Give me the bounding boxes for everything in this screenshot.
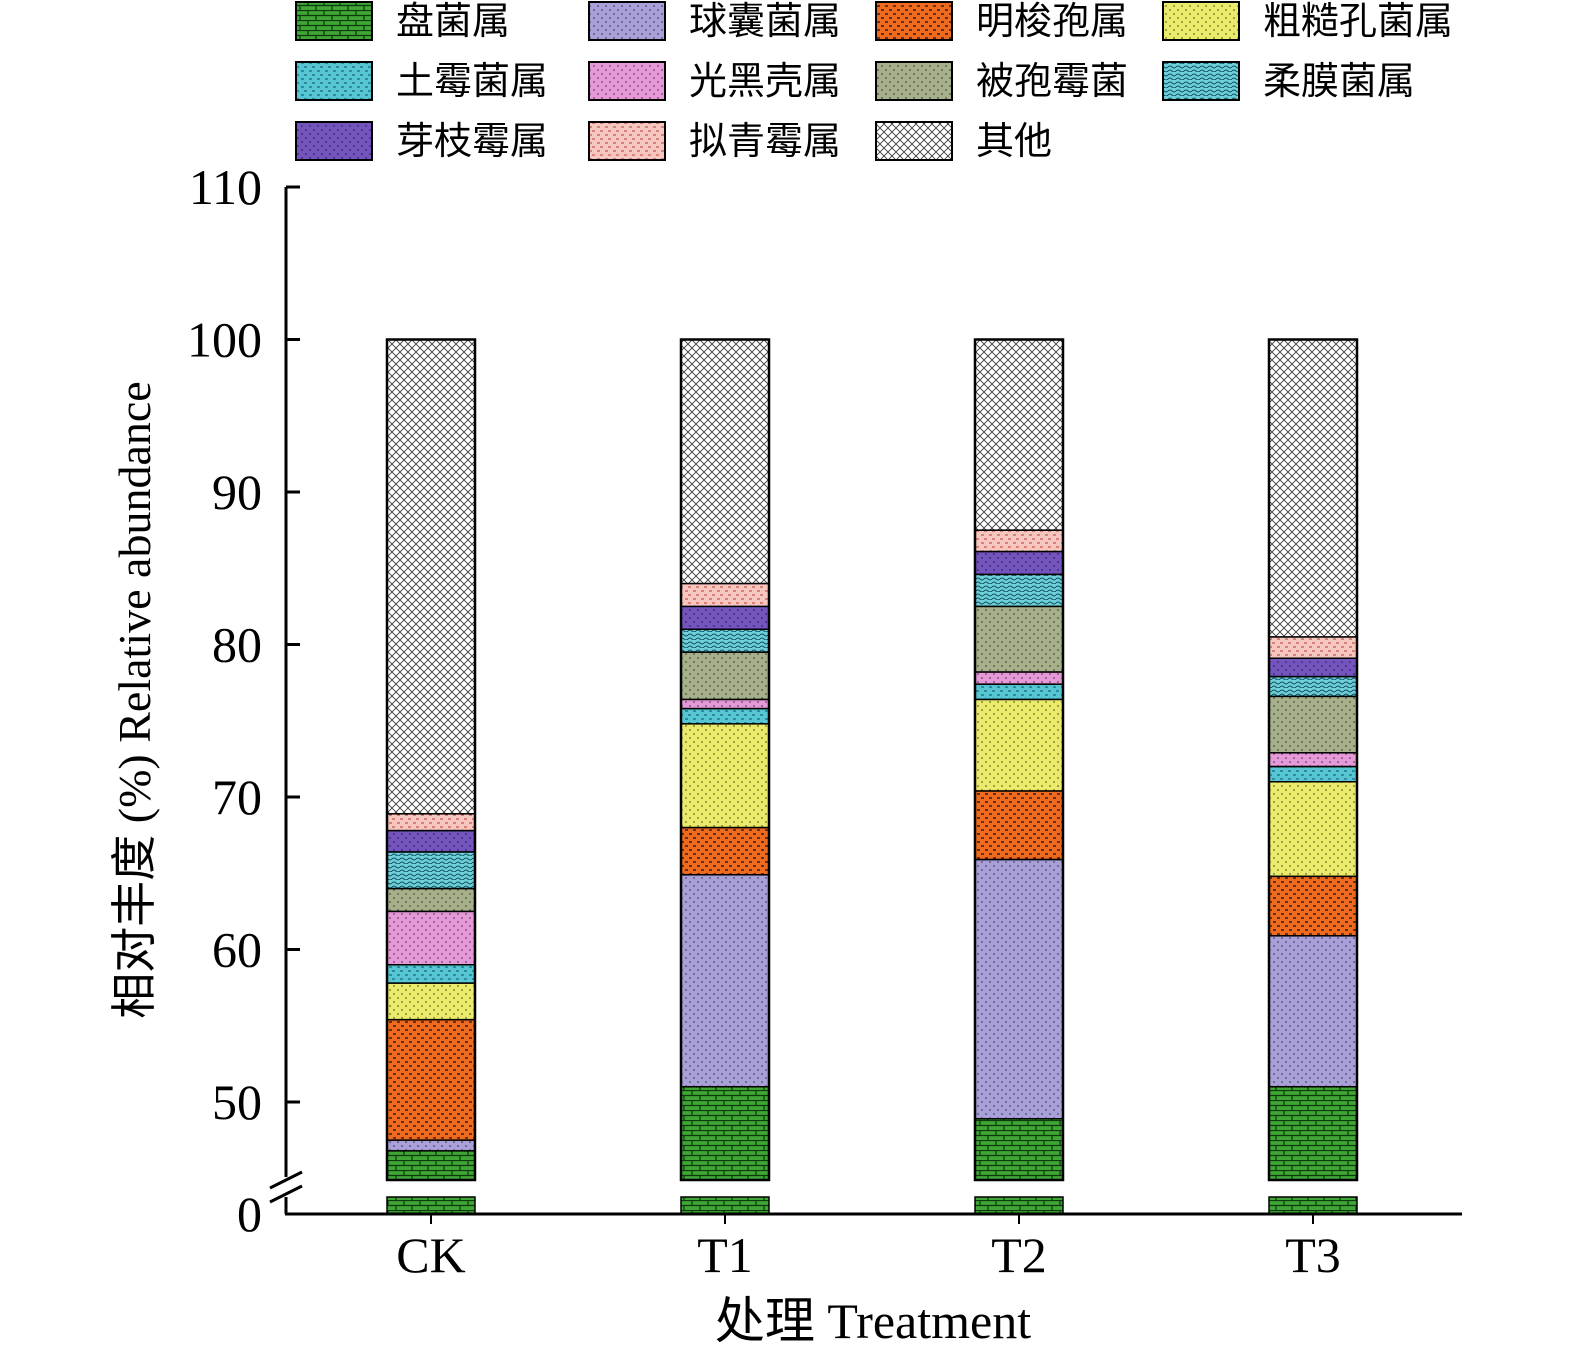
bar-segment-t1-s4 xyxy=(680,707,770,725)
bar-segment-t2-s3 xyxy=(974,698,1064,792)
bar-segment-t2-s4 xyxy=(974,683,1064,701)
bar-segment-t3-s9 xyxy=(1268,636,1358,659)
bar-segment-t2-s8 xyxy=(974,550,1064,576)
legend-label: 粗糙孔菌属 xyxy=(1263,1,1453,43)
bar-outline-t1 xyxy=(679,338,771,1182)
y-tick-label: 80 xyxy=(212,617,262,673)
legend-label: 盘菌属 xyxy=(396,1,510,43)
bar-segment-t1-s2 xyxy=(680,826,770,876)
bar-segment-t2-s5 xyxy=(974,671,1064,685)
legend-swatch xyxy=(1162,61,1240,101)
bar-segment-t2-s9 xyxy=(974,529,1064,553)
axis-break-mark xyxy=(269,1170,303,1190)
y-axis-label: 相对丰度 (%) Relative abundance xyxy=(109,381,160,1018)
y-tick-label: 50 xyxy=(212,1074,262,1130)
bar-segment-t3-s5 xyxy=(1268,752,1358,768)
bar-segment-ck-s5 xyxy=(386,910,476,966)
legend-label: 土霉菌属 xyxy=(396,61,548,103)
legend-swatch xyxy=(588,121,666,161)
bar-segment-t3-s0 xyxy=(1268,1086,1358,1181)
bar-outline-ck xyxy=(385,338,477,1182)
bar-outline-t3 xyxy=(1267,338,1359,1182)
legend-label: 其他 xyxy=(976,121,1052,163)
x-tick-label-t2: T2 xyxy=(991,1227,1047,1283)
x-tick-label-ck: CK xyxy=(396,1227,465,1283)
bar-segment-ck-s3 xyxy=(386,982,476,1021)
legend-swatch xyxy=(295,1,373,41)
legend-swatch xyxy=(1162,1,1240,41)
legend-label: 球囊菌属 xyxy=(689,1,841,43)
bar-segment-t1-s9 xyxy=(680,582,770,608)
y-tick-label: 0 xyxy=(237,1186,262,1242)
y-tick-label: 110 xyxy=(189,159,262,215)
legend-label: 芽枝霉属 xyxy=(396,121,548,163)
bar-segment-t2-s0 xyxy=(974,1118,1064,1181)
axis-break-mark xyxy=(269,1184,303,1204)
bar-segment-ck-s8 xyxy=(386,829,476,853)
bars xyxy=(385,338,1359,1215)
bar-segment-ck-stub xyxy=(386,1196,476,1215)
bar-segment-t1-s1 xyxy=(680,874,770,1088)
legend-label: 拟青霉属 xyxy=(689,121,841,163)
y-tick-label: 60 xyxy=(212,922,262,978)
bar-segment-ck-s7 xyxy=(386,851,476,890)
bar-segment-ck-s6 xyxy=(386,887,476,913)
bar-segment-t3-s8 xyxy=(1268,657,1358,678)
bar-segment-t2-s2 xyxy=(974,790,1064,861)
bar-segment-ck-s9 xyxy=(386,813,476,832)
bar-segment-ck-s2 xyxy=(386,1018,476,1141)
bar-segment-t3-s2 xyxy=(1268,875,1358,937)
x-tick-label-t3: T3 xyxy=(1285,1227,1341,1283)
legend-swatch xyxy=(588,1,666,41)
bar-segment-t2-s7 xyxy=(974,573,1064,608)
bar-segment-t2-s1 xyxy=(974,858,1064,1120)
bar-segment-t1-s10 xyxy=(680,338,770,585)
bar-segment-ck-s10 xyxy=(386,338,476,815)
bar-segment-ck-s1 xyxy=(386,1139,476,1152)
legend-swatch xyxy=(875,61,953,101)
bar-segment-ck-s0 xyxy=(386,1150,476,1181)
bar-segment-t3-s3 xyxy=(1268,781,1358,878)
bar-segment-t3-s10 xyxy=(1268,338,1358,638)
legend-label: 柔膜菌属 xyxy=(1263,61,1415,103)
bar-segment-t1-stub xyxy=(680,1196,770,1215)
bar-segment-t1-s8 xyxy=(680,605,770,630)
bar-segment-t1-s7 xyxy=(680,628,770,653)
legend-swatch xyxy=(295,61,373,101)
legend-label: 被孢霉菌 xyxy=(976,61,1128,103)
bar-segment-t1-s0 xyxy=(680,1086,770,1181)
legend-swatch xyxy=(875,121,953,161)
bar-segment-t2-s6 xyxy=(974,605,1064,673)
bar-segment-t3-s4 xyxy=(1268,765,1358,783)
bar-segment-t3-s1 xyxy=(1268,935,1358,1088)
y-tick-label: 90 xyxy=(212,464,262,520)
legend-swatch xyxy=(875,1,953,41)
y-tick-label: 70 xyxy=(212,769,262,825)
bar-segment-t1-s6 xyxy=(680,651,770,701)
bar-segment-t1-s3 xyxy=(680,723,770,829)
y-tick-label: 100 xyxy=(187,312,262,368)
bar-segment-t2-s10 xyxy=(974,338,1064,531)
legend-label: 明梭孢属 xyxy=(976,1,1128,43)
bar-segment-t3-s6 xyxy=(1268,695,1358,754)
bar-segment-t3-stub xyxy=(1268,1196,1358,1215)
x-axis-label: 处理 Treatment xyxy=(715,1293,1031,1349)
bar-segment-t3-s7 xyxy=(1268,675,1358,698)
x-tick-label-t1: T1 xyxy=(697,1227,753,1283)
legend-swatch xyxy=(295,121,373,161)
bar-segment-t1-s5 xyxy=(680,698,770,710)
axes: 处理 Treatment 相对丰度 (%) Relative abundance… xyxy=(109,159,1462,1349)
bar-outline-t2 xyxy=(973,338,1065,1182)
bar-segment-ck-s4 xyxy=(386,964,476,984)
bar-segment-t2-stub xyxy=(974,1196,1064,1215)
legend-swatch xyxy=(588,61,666,101)
legend-label: 光黑壳属 xyxy=(689,61,841,103)
